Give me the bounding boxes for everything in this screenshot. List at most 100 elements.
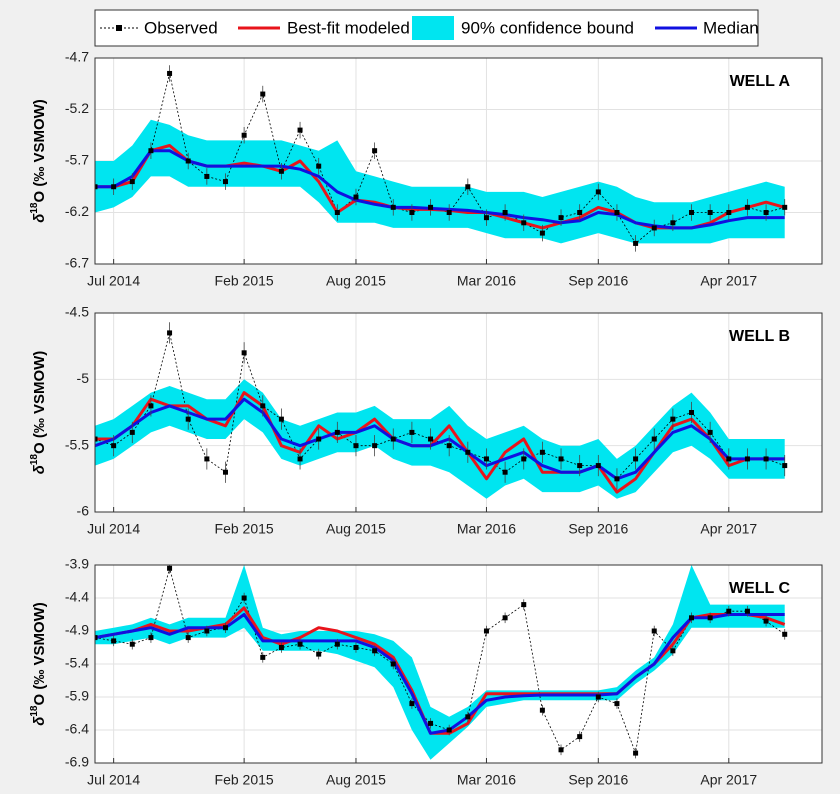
observed-point [782,204,788,210]
observed-line [95,332,785,480]
observed-point [334,210,340,215]
observed-point [260,403,266,409]
x-tick-label: Sep 2016 [568,772,628,788]
panel-title: WELL C [729,580,790,597]
observed-point [353,194,359,200]
observed-point [782,463,788,469]
observed-point [633,456,639,462]
y-label-sup: 18 [29,202,40,214]
observed-point [483,628,489,634]
panel-title: WELL A [730,73,791,90]
y-tick-label: -4.5 [65,304,89,320]
panel-title: WELL B [729,328,790,345]
observed-point [260,654,266,660]
observed-point [353,645,359,650]
observed-point [744,608,750,614]
observed-point [558,215,564,221]
legend: Observed Best-fit modeled 90% confidence… [94,9,759,47]
observed-point [241,350,247,356]
plot-frame [94,312,823,513]
observed-point [763,618,769,624]
observed-point [241,595,247,601]
observed-point [446,210,452,215]
observed-point [577,734,583,740]
observed-point [633,750,639,756]
observed-point [185,416,191,422]
observed-point [95,635,98,641]
x-tick-label: Sep 2016 [568,273,628,289]
observed-point [726,456,732,462]
observed-point [278,416,284,422]
y-tick-label: -5.9 [65,688,89,704]
observed-point [428,436,434,442]
observed-point [558,747,564,753]
observed-point [595,463,601,469]
plot-marks [95,322,788,499]
observed-point [409,701,415,707]
observed-point [446,727,452,733]
observed-point [409,429,415,435]
observed-point [204,628,210,634]
plot-frame [94,57,823,265]
x-tick-label: Sep 2016 [568,521,628,537]
observed-point [111,443,117,449]
observed-point [278,168,284,174]
observed-point [297,641,303,647]
legend-swatch [116,25,122,31]
observed-point [372,648,378,654]
observed-point [390,436,396,442]
confidence-band [95,565,785,760]
x-tick-label: Mar 2016 [457,273,516,289]
y-tick-label: -4.7 [65,49,89,65]
panel: -6.9 -6.4 -5.9 -5.4 -4.9 -4.4 -3.9 Jul 2014 Feb … [29,556,823,788]
observed-point [744,204,750,210]
observed-point [502,469,508,475]
x-tick-label: Mar 2016 [457,772,516,788]
observed-point [782,631,788,637]
observed-point [726,608,732,614]
observed-point [651,436,657,442]
observed-point [167,565,173,571]
panel: -6 -5.5 -5 -4.5 Jul 2014 Feb 2015 Aug 2015 Mar … [29,304,823,537]
y-tick-label: -4.9 [65,622,89,638]
observed-point [521,456,527,462]
observed-point [651,628,657,634]
y-label-symbol: δ [31,464,48,474]
y-tick-label: -4.4 [65,589,89,605]
observed-point [446,443,452,449]
observed-point [577,210,583,215]
observed-point [316,651,322,657]
observed-point [316,436,322,442]
model-line [95,149,785,230]
observed-point [558,456,564,462]
y-tick-label: -3.9 [65,556,89,572]
observed-point [689,410,695,415]
y-label-symbol: δ [31,716,48,726]
y-axis-label: δ18O (‰ VSMOW) [29,351,48,475]
model-line [95,613,785,735]
legend-label: Best-fit modeled [287,18,410,37]
observed-point [129,641,135,647]
observed-point [316,163,322,169]
observed-point [521,602,527,608]
observed-point [763,210,769,215]
observed-point [95,436,98,442]
x-tick-label: Mar 2016 [457,521,516,537]
observed-point [595,694,601,700]
observed-point [111,184,117,190]
observed-point [595,189,601,195]
x-tick-label: Jul 2014 [87,273,140,289]
observed-point [167,70,173,76]
observed-point [428,720,434,726]
y-label-symbol: δ [31,213,48,223]
observed-point [689,210,695,215]
y-label-rest: O (‰ VSMOW) [31,351,48,454]
legend-label: Observed [144,18,218,37]
observed-point [614,701,620,707]
observed-point [614,476,620,482]
observed-point [334,429,340,435]
observed-point [521,220,527,226]
observed-point [670,416,676,422]
observed-point [148,635,154,641]
